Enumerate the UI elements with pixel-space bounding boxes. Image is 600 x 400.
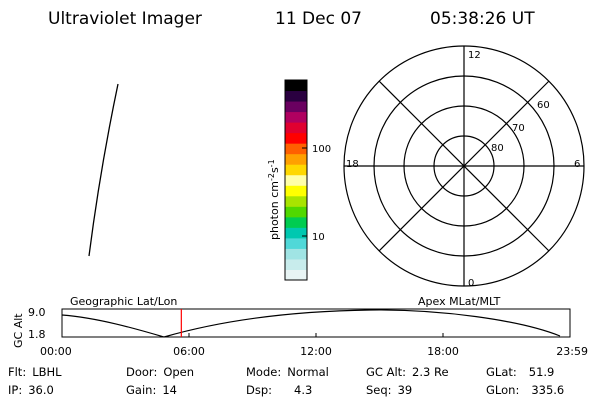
mlt-label-12: 12 xyxy=(468,50,481,61)
colorbar-segment xyxy=(285,122,307,134)
orbit-xaxis: 00:00 06:00 12:00 18:00 23:59 xyxy=(40,333,588,358)
colorbar xyxy=(285,80,307,281)
date-label: 11 Dec 07 xyxy=(275,9,362,29)
polar-diagonal-2 xyxy=(378,80,550,252)
orbit-frame xyxy=(61,308,571,338)
status-glon: GLon: 335.6 xyxy=(486,383,564,397)
colorbar-segment xyxy=(285,237,307,249)
polar-grid xyxy=(343,45,585,287)
colorbar-segment xyxy=(285,132,307,144)
orbit-yaxis-label: GC Alt xyxy=(12,313,25,348)
orbit-ytick-min: 1.8 xyxy=(28,328,46,341)
mlat-label-60: 60 xyxy=(537,100,550,111)
status-glat: GLat: 51.9 xyxy=(486,365,554,379)
time-label: 05:38:26 UT xyxy=(430,9,535,29)
orbit-altitude-curve xyxy=(61,309,561,338)
orbit-xtick-label: 00:00 xyxy=(40,345,72,358)
mlt-label-6: 6 xyxy=(574,159,580,170)
colorbar-unit-label: photon cm-2s-1 xyxy=(267,159,281,240)
instrument-title: Ultraviolet Imager xyxy=(48,9,202,29)
colorbar-segment xyxy=(285,153,307,165)
colorbar-segment xyxy=(285,90,307,102)
orbit-title-geographic: Geographic Lat/Lon xyxy=(70,295,177,308)
status-dsp: Dsp: 4.3 xyxy=(246,383,312,397)
status-ip: IP: 36.0 xyxy=(8,383,54,397)
colorbar-segment xyxy=(285,101,307,113)
colorbar-segment xyxy=(285,143,307,155)
orbit-xtick-label: 06:00 xyxy=(173,345,205,358)
colorbar-segment xyxy=(285,174,307,186)
colorbar-segment xyxy=(285,216,307,228)
status-seq: Seq: 39 xyxy=(366,383,412,397)
colorbar-segment xyxy=(285,269,307,281)
earth-limb-arc xyxy=(88,83,119,257)
mlt-label-18: 18 xyxy=(346,159,359,170)
mlt-label-0: 0 xyxy=(468,278,474,289)
colorbar-frame xyxy=(284,79,308,281)
colorbar-segment xyxy=(285,258,307,270)
status-flt: Flt: LBHL xyxy=(8,365,62,379)
colorbar-segment xyxy=(285,195,307,207)
colorbar-segment xyxy=(285,248,307,260)
status-gain: Gain: 14 xyxy=(126,383,177,397)
colorbar-segment xyxy=(285,227,307,239)
colorbar-segment xyxy=(285,164,307,176)
mlat-label-70: 70 xyxy=(512,123,525,134)
mlat-label-80: 80 xyxy=(491,143,504,154)
orbit-ytick-max: 9.0 xyxy=(28,306,46,319)
orbit-title-apex: Apex MLat/MLT xyxy=(418,295,501,308)
colorbar-segment xyxy=(285,185,307,197)
status-mode: Mode: Normal xyxy=(246,365,329,379)
colorbar-segment xyxy=(285,80,307,92)
orbit-xtick-label: 18:00 xyxy=(427,345,459,358)
status-door: Door: Open xyxy=(126,365,194,379)
colorbar-tick-label-10: 10 xyxy=(312,232,325,243)
status-gcalt: GC Alt: 2.3 Re xyxy=(366,365,449,379)
orbit-xtick-label: 12:00 xyxy=(300,345,332,358)
status-panel: Flt: LBHL IP: 36.0 Door: Open Gain: 14 Mode:… xyxy=(8,365,564,397)
colorbar-segment xyxy=(285,111,307,123)
colorbar-segment xyxy=(285,206,307,218)
orbit-xtick-label: 23:59 xyxy=(556,345,588,358)
colorbar-tick-label-100: 100 xyxy=(312,144,331,155)
